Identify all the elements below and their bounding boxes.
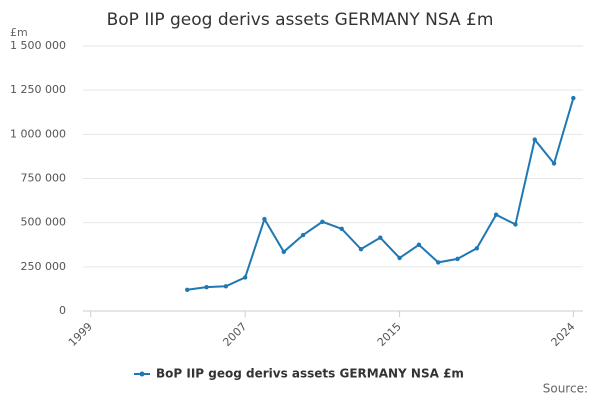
y-tick-label: 750 000 [21, 172, 67, 185]
data-point [281, 249, 286, 255]
data-point [185, 287, 190, 292]
data-point [493, 212, 499, 217]
y-tick-label: 1 000 000 [10, 127, 66, 140]
data-point [358, 246, 364, 252]
data-point [397, 255, 402, 261]
legend-label: BoP IIP geog derivs assets GERMANY NSA £… [156, 367, 464, 381]
data-point [571, 95, 576, 101]
data-point [378, 235, 383, 240]
legend-marker [139, 371, 145, 377]
data-point [551, 161, 557, 166]
data-point [416, 242, 422, 247]
data-point [300, 232, 306, 238]
data-point [474, 246, 480, 251]
x-tick-label: 2024 [549, 320, 578, 349]
x-tick-label: 2015 [375, 320, 404, 349]
y-unit: £m [10, 26, 28, 39]
data-point [262, 216, 267, 222]
y-tick-label: 500 000 [21, 216, 67, 229]
y-tick-label: 1 250 000 [10, 83, 66, 96]
x-tick-label: 2007 [220, 320, 249, 349]
chart-title: BoP IIP geog derivs assets GERMANY NSA £… [107, 10, 494, 30]
data-point [320, 219, 325, 224]
y-tick-label: 250 000 [21, 260, 67, 273]
y-tick-label: 1 500 000 [10, 39, 66, 52]
x-tick-label: 1999 [66, 320, 95, 349]
series-line [187, 97, 575, 291]
data-point [223, 284, 229, 289]
data-point [455, 256, 460, 262]
data-point [532, 137, 537, 142]
y-tick-label: 0 [59, 304, 66, 317]
source: Source: [543, 382, 588, 396]
data-point [513, 222, 518, 227]
data-point [204, 284, 209, 290]
legend: BoP IIP geog derivs assets GERMANY NSA £… [134, 367, 464, 381]
data-point [242, 275, 248, 280]
data-point [436, 260, 441, 265]
data-point [339, 226, 344, 232]
